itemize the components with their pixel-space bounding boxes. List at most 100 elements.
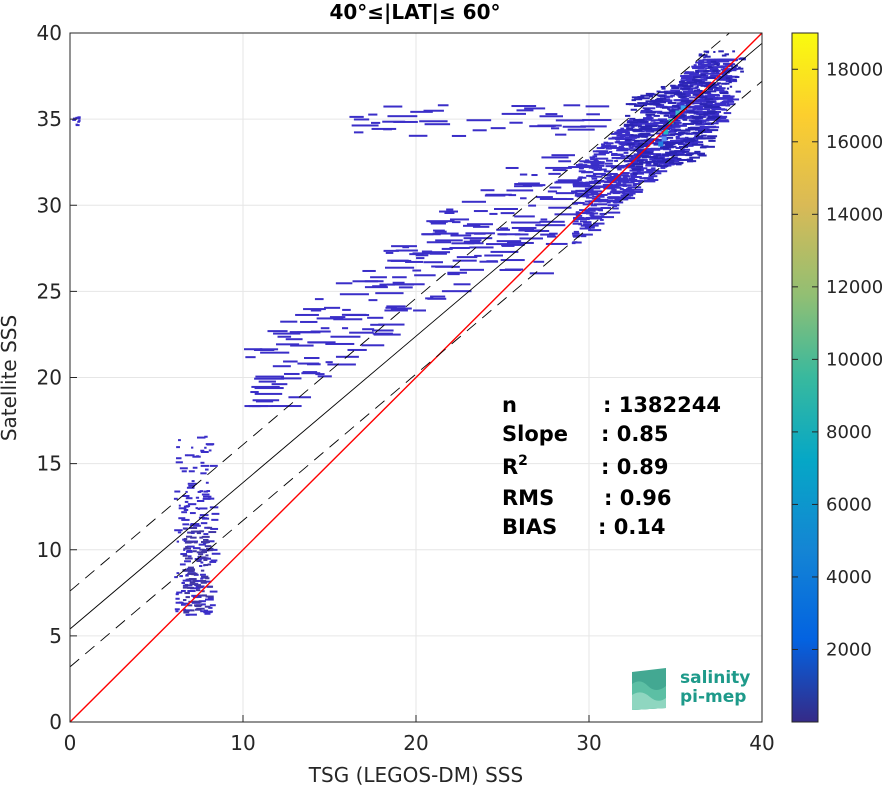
density-cell bbox=[611, 153, 624, 156]
density-cell bbox=[632, 163, 644, 166]
density-cell bbox=[201, 576, 206, 579]
density-cell bbox=[611, 156, 621, 159]
density-cell bbox=[437, 104, 449, 107]
density-cell bbox=[689, 156, 700, 159]
density-cell bbox=[637, 145, 650, 148]
density-cell bbox=[424, 123, 451, 126]
density-cell bbox=[200, 577, 204, 580]
density-cell bbox=[267, 330, 288, 333]
density-cell bbox=[196, 455, 200, 458]
density-cell bbox=[252, 399, 280, 402]
density-cell bbox=[574, 201, 582, 204]
density-cell bbox=[648, 93, 657, 96]
density-cell bbox=[189, 581, 196, 584]
density-cell bbox=[629, 142, 644, 145]
density-cell bbox=[618, 145, 624, 148]
density-cell bbox=[671, 141, 683, 144]
density-cell bbox=[600, 218, 604, 221]
density-cell bbox=[663, 90, 675, 93]
density-cell bbox=[587, 181, 595, 184]
density-cell bbox=[598, 168, 607, 171]
density-cell bbox=[671, 105, 680, 108]
density-cell bbox=[593, 153, 606, 156]
density-cell bbox=[660, 100, 667, 103]
density-cell bbox=[183, 538, 188, 541]
density-cell bbox=[658, 135, 664, 138]
density-cell bbox=[706, 100, 715, 103]
density-cell bbox=[176, 540, 180, 543]
stat-label: BIAS bbox=[502, 515, 557, 539]
density-cell bbox=[651, 129, 662, 132]
density-cell bbox=[615, 177, 629, 180]
density-cell bbox=[645, 164, 657, 167]
density-cell bbox=[630, 175, 639, 178]
density-cell bbox=[718, 115, 728, 118]
density-cell bbox=[669, 106, 674, 109]
density-cell bbox=[174, 576, 178, 579]
density-cell bbox=[662, 145, 667, 148]
density-cell bbox=[686, 158, 694, 161]
density-cell bbox=[687, 142, 693, 145]
density-cell bbox=[726, 103, 736, 106]
density-cell bbox=[668, 152, 677, 155]
density-cell bbox=[195, 496, 200, 499]
density-cell bbox=[187, 531, 192, 534]
density-cell bbox=[670, 115, 680, 118]
density-cell bbox=[700, 126, 715, 129]
density-cell bbox=[392, 276, 407, 279]
density-cell bbox=[643, 150, 654, 153]
density-cell bbox=[204, 545, 212, 548]
density-cell bbox=[190, 531, 195, 534]
density-cell bbox=[637, 125, 647, 128]
density-cell bbox=[698, 152, 706, 155]
density-cell bbox=[655, 98, 664, 101]
density-cell bbox=[421, 250, 433, 253]
density-cell bbox=[205, 468, 209, 471]
density-peak-cell bbox=[661, 136, 667, 142]
density-cell bbox=[187, 604, 193, 607]
density-cell bbox=[686, 109, 695, 112]
density-cell bbox=[632, 172, 638, 175]
density-cell bbox=[640, 155, 651, 158]
density-cell bbox=[632, 171, 638, 174]
density-cell bbox=[555, 133, 567, 136]
density-cell bbox=[183, 611, 190, 614]
density-cell bbox=[728, 64, 733, 67]
density-cell bbox=[452, 259, 477, 262]
density-cell bbox=[451, 242, 475, 245]
density-cell bbox=[680, 129, 691, 132]
colorbar-tick-label: 12000 bbox=[826, 277, 883, 298]
density-cell bbox=[259, 348, 279, 351]
density-cell bbox=[700, 66, 706, 69]
density-cell bbox=[600, 216, 615, 219]
density-cell bbox=[620, 127, 625, 130]
density-cell bbox=[672, 140, 682, 143]
density-cell bbox=[184, 454, 188, 457]
density-cell bbox=[695, 107, 704, 110]
density-cell bbox=[275, 343, 300, 346]
density-cell bbox=[573, 241, 582, 244]
density-cell bbox=[186, 486, 195, 489]
density-cell bbox=[661, 87, 666, 90]
density-cell bbox=[629, 146, 634, 149]
colorbar-tick-label: 18000 bbox=[826, 59, 883, 80]
density-cell bbox=[572, 222, 582, 225]
density-cell bbox=[695, 69, 699, 72]
density-cell bbox=[620, 172, 629, 175]
density-cell bbox=[609, 146, 622, 149]
density-cell bbox=[203, 609, 209, 612]
density-cell bbox=[590, 158, 595, 161]
colorbar-tick-label: 6000 bbox=[826, 494, 872, 515]
density-cell bbox=[673, 121, 682, 124]
density-cell bbox=[692, 108, 696, 111]
density-cell bbox=[368, 299, 378, 302]
density-cell bbox=[608, 200, 621, 203]
density-cell bbox=[574, 217, 583, 220]
density-cell bbox=[710, 82, 714, 85]
density-cell bbox=[77, 120, 81, 123]
density-cell bbox=[740, 70, 744, 73]
density-cell bbox=[187, 541, 194, 544]
density-cell bbox=[325, 342, 355, 345]
density-cell bbox=[459, 268, 484, 271]
